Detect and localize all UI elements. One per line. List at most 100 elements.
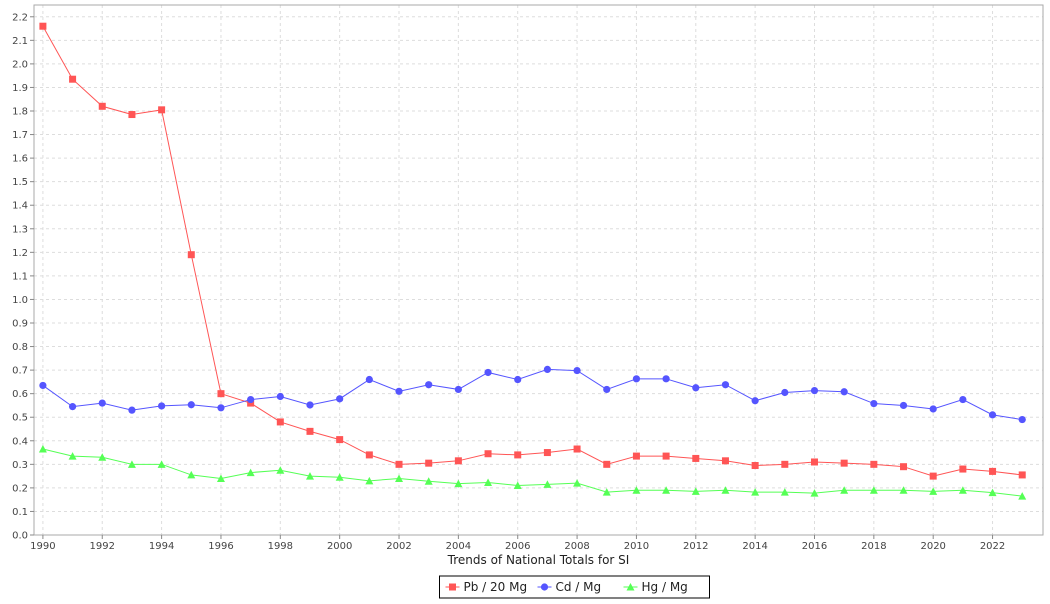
data-point — [216, 474, 225, 482]
legend-item: Cd / Mg — [537, 580, 602, 594]
data-point — [692, 384, 700, 392]
data-point — [98, 102, 106, 110]
data-point — [305, 472, 314, 480]
data-point — [187, 251, 195, 259]
y-tick-label: 1.2 — [12, 248, 28, 259]
y-tick-label: 1.4 — [12, 201, 28, 212]
y-tick-label: 1.7 — [12, 130, 28, 141]
data-point — [988, 488, 997, 497]
data-point — [603, 460, 611, 468]
legend-item: Hg / Mg — [623, 580, 688, 594]
data-point — [335, 473, 344, 481]
data-point — [128, 111, 136, 119]
data-point — [514, 451, 522, 459]
x-tick-label: 2008 — [564, 541, 589, 552]
data-point — [454, 457, 462, 465]
data-point — [484, 368, 492, 377]
data-point — [158, 402, 166, 410]
data-point — [721, 381, 730, 389]
data-point — [751, 397, 759, 405]
data-point — [157, 460, 166, 468]
data-point — [543, 480, 552, 488]
data-point — [840, 388, 848, 396]
x-tick-label: 1992 — [90, 541, 115, 552]
legend-label: Pb / 20 Mg — [464, 580, 528, 594]
data-point — [276, 418, 284, 426]
axes: 0.0 0.1 0.2 0.3 0.4 0.5 0.6 0.7 0.8 0.9 1.0 1.1 1.2 1… — [12, 12, 1005, 552]
y-tick-label: 0.8 — [12, 342, 28, 353]
legend-label: Cd / Mg — [556, 580, 602, 594]
legend-item: Pb / 20 Mg — [445, 580, 528, 594]
data-point — [721, 457, 729, 465]
data-point — [781, 460, 789, 468]
data-point — [573, 366, 581, 375]
x-tick-label: 2022 — [980, 541, 1005, 552]
y-tick-label: 0.0 — [12, 531, 28, 542]
data-point — [958, 486, 967, 494]
data-point — [543, 365, 552, 374]
data-point — [246, 468, 255, 477]
data-point — [929, 405, 937, 413]
data-point — [721, 486, 730, 494]
data-point — [425, 459, 433, 467]
y-tick-label: 0.4 — [12, 436, 28, 447]
data-point — [929, 487, 938, 495]
y-tick-label: 1.3 — [12, 224, 28, 235]
y-tick-label: 0.2 — [12, 483, 28, 494]
data-point — [128, 406, 136, 414]
data-point — [662, 452, 670, 460]
data-point — [217, 404, 225, 412]
data-point — [632, 452, 640, 460]
y-tick-label: 0.3 — [12, 460, 28, 471]
x-tick-label: 2016 — [802, 541, 827, 552]
x-tick-label: 2004 — [446, 541, 471, 552]
legend: Pb / 20 Mg Cd / Mg Hg / Mg — [439, 575, 710, 599]
x-tick-label: 2000 — [327, 541, 352, 552]
plot-area-border — [33, 4, 1044, 536]
data-point — [425, 381, 433, 389]
data-point — [68, 452, 77, 460]
series-line — [42, 368, 1023, 421]
y-tick-label: 1.9 — [12, 83, 28, 94]
data-point — [98, 453, 107, 461]
data-point — [365, 451, 373, 459]
data-point — [810, 387, 819, 395]
data-point — [365, 375, 373, 384]
y-tick-label: 0.9 — [12, 319, 28, 330]
data-point — [127, 460, 136, 468]
data-point — [899, 486, 908, 494]
data-point — [276, 466, 285, 474]
data-point — [840, 459, 848, 467]
x-tick-label: 1994 — [149, 541, 174, 552]
y-tick-label: 1.0 — [12, 295, 28, 306]
data-point — [1018, 415, 1026, 424]
x-tick-label: 1998 — [268, 541, 293, 552]
data-point — [395, 387, 403, 395]
series-circle — [39, 365, 1026, 424]
data-point — [187, 470, 196, 479]
data-point — [395, 474, 404, 482]
data-point — [39, 381, 47, 390]
data-point — [158, 106, 166, 114]
data-point — [39, 22, 47, 30]
y-tick-label: 1.5 — [12, 177, 28, 188]
data-point — [573, 445, 581, 453]
data-point — [632, 375, 641, 383]
data-point — [781, 388, 789, 397]
data-point — [751, 462, 759, 470]
data-point — [1018, 492, 1027, 500]
data-point — [751, 488, 760, 496]
data-point — [632, 486, 641, 494]
x-tick-label: 2014 — [742, 541, 767, 552]
data-point — [98, 399, 106, 407]
legend-box — [439, 575, 710, 599]
data-point — [870, 460, 878, 468]
data-point — [959, 395, 967, 404]
data-point — [365, 476, 374, 485]
data-point — [68, 403, 77, 411]
data-point — [840, 486, 849, 494]
series-triangle — [38, 445, 1027, 500]
data-point — [602, 488, 611, 496]
data-point — [810, 458, 818, 466]
x-tick-label: 2020 — [920, 541, 945, 552]
